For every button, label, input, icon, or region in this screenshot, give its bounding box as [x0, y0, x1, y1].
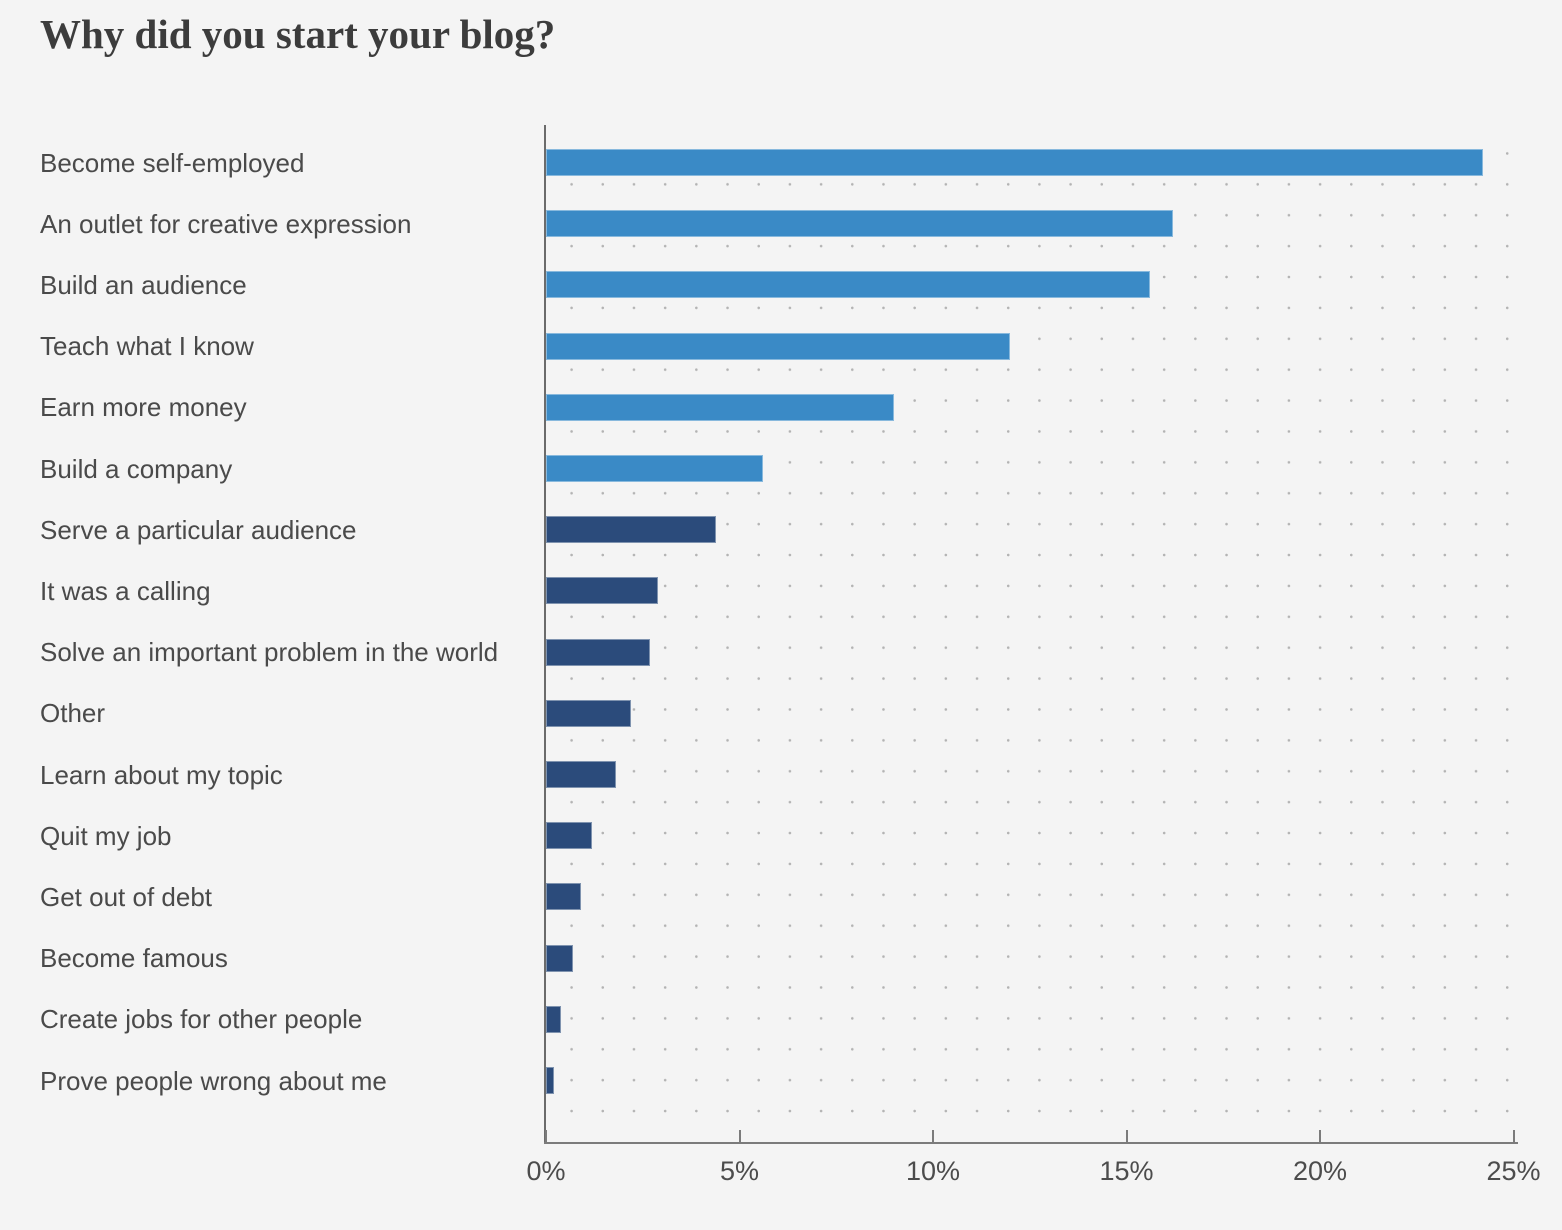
x-tick-label: 0%: [526, 1156, 566, 1186]
bar: [546, 699, 632, 727]
bar: [546, 455, 763, 482]
category-label: Serve a particular audience: [40, 514, 357, 545]
category-label: Quit my job: [40, 820, 172, 851]
category-label: Build an audience: [40, 269, 247, 300]
category-label: Create jobs for other people: [40, 1004, 363, 1035]
category-label: Become famous: [40, 943, 228, 974]
x-tick-label: 5%: [719, 1156, 760, 1186]
category-label: Teach what I know: [40, 331, 254, 362]
x-tick-label: 20%: [1292, 1156, 1348, 1186]
bar: [546, 577, 659, 605]
bar: [546, 822, 593, 850]
category-label: Build a company: [40, 453, 233, 484]
category-label: Become self-employed: [40, 147, 305, 178]
category-label: Learn about my topic: [40, 759, 283, 790]
x-tick-mark: [1125, 1130, 1128, 1143]
bar: [546, 332, 1011, 360]
bar: [546, 638, 651, 666]
bar: [546, 944, 574, 972]
bar: [546, 1005, 562, 1033]
x-tick-label: 10%: [905, 1156, 961, 1186]
x-tick-mark: [545, 1130, 547, 1143]
page-title: Why did you start your blog?: [40, 11, 556, 57]
x-tick-mark: [1319, 1130, 1321, 1143]
category-label: Solve an important problem in the world: [40, 637, 499, 668]
category-label: Other: [40, 698, 106, 729]
bar: [546, 883, 581, 911]
category-label: Earn more money: [40, 392, 247, 423]
bar: [546, 761, 616, 788]
bar: [546, 516, 717, 544]
x-tick-mark: [1512, 1130, 1515, 1143]
bar: [546, 149, 1483, 176]
x-tick-label: 15%: [1099, 1156, 1154, 1186]
bar: [546, 393, 895, 421]
y-axis-line: [544, 125, 546, 1144]
category-label: An outlet for creative expression: [40, 208, 412, 239]
category-label: It was a calling: [40, 575, 211, 606]
bar: [546, 271, 1150, 299]
category-label: Prove people wrong about me: [40, 1065, 387, 1096]
x-tick-mark: [738, 1130, 741, 1143]
bar: [546, 210, 1173, 238]
x-tick-mark: [932, 1130, 934, 1143]
x-tick-label: 25%: [1486, 1156, 1541, 1186]
category-label: Get out of debt: [40, 881, 213, 912]
x-axis-line: [544, 1142, 1518, 1144]
bar: [546, 1067, 554, 1094]
